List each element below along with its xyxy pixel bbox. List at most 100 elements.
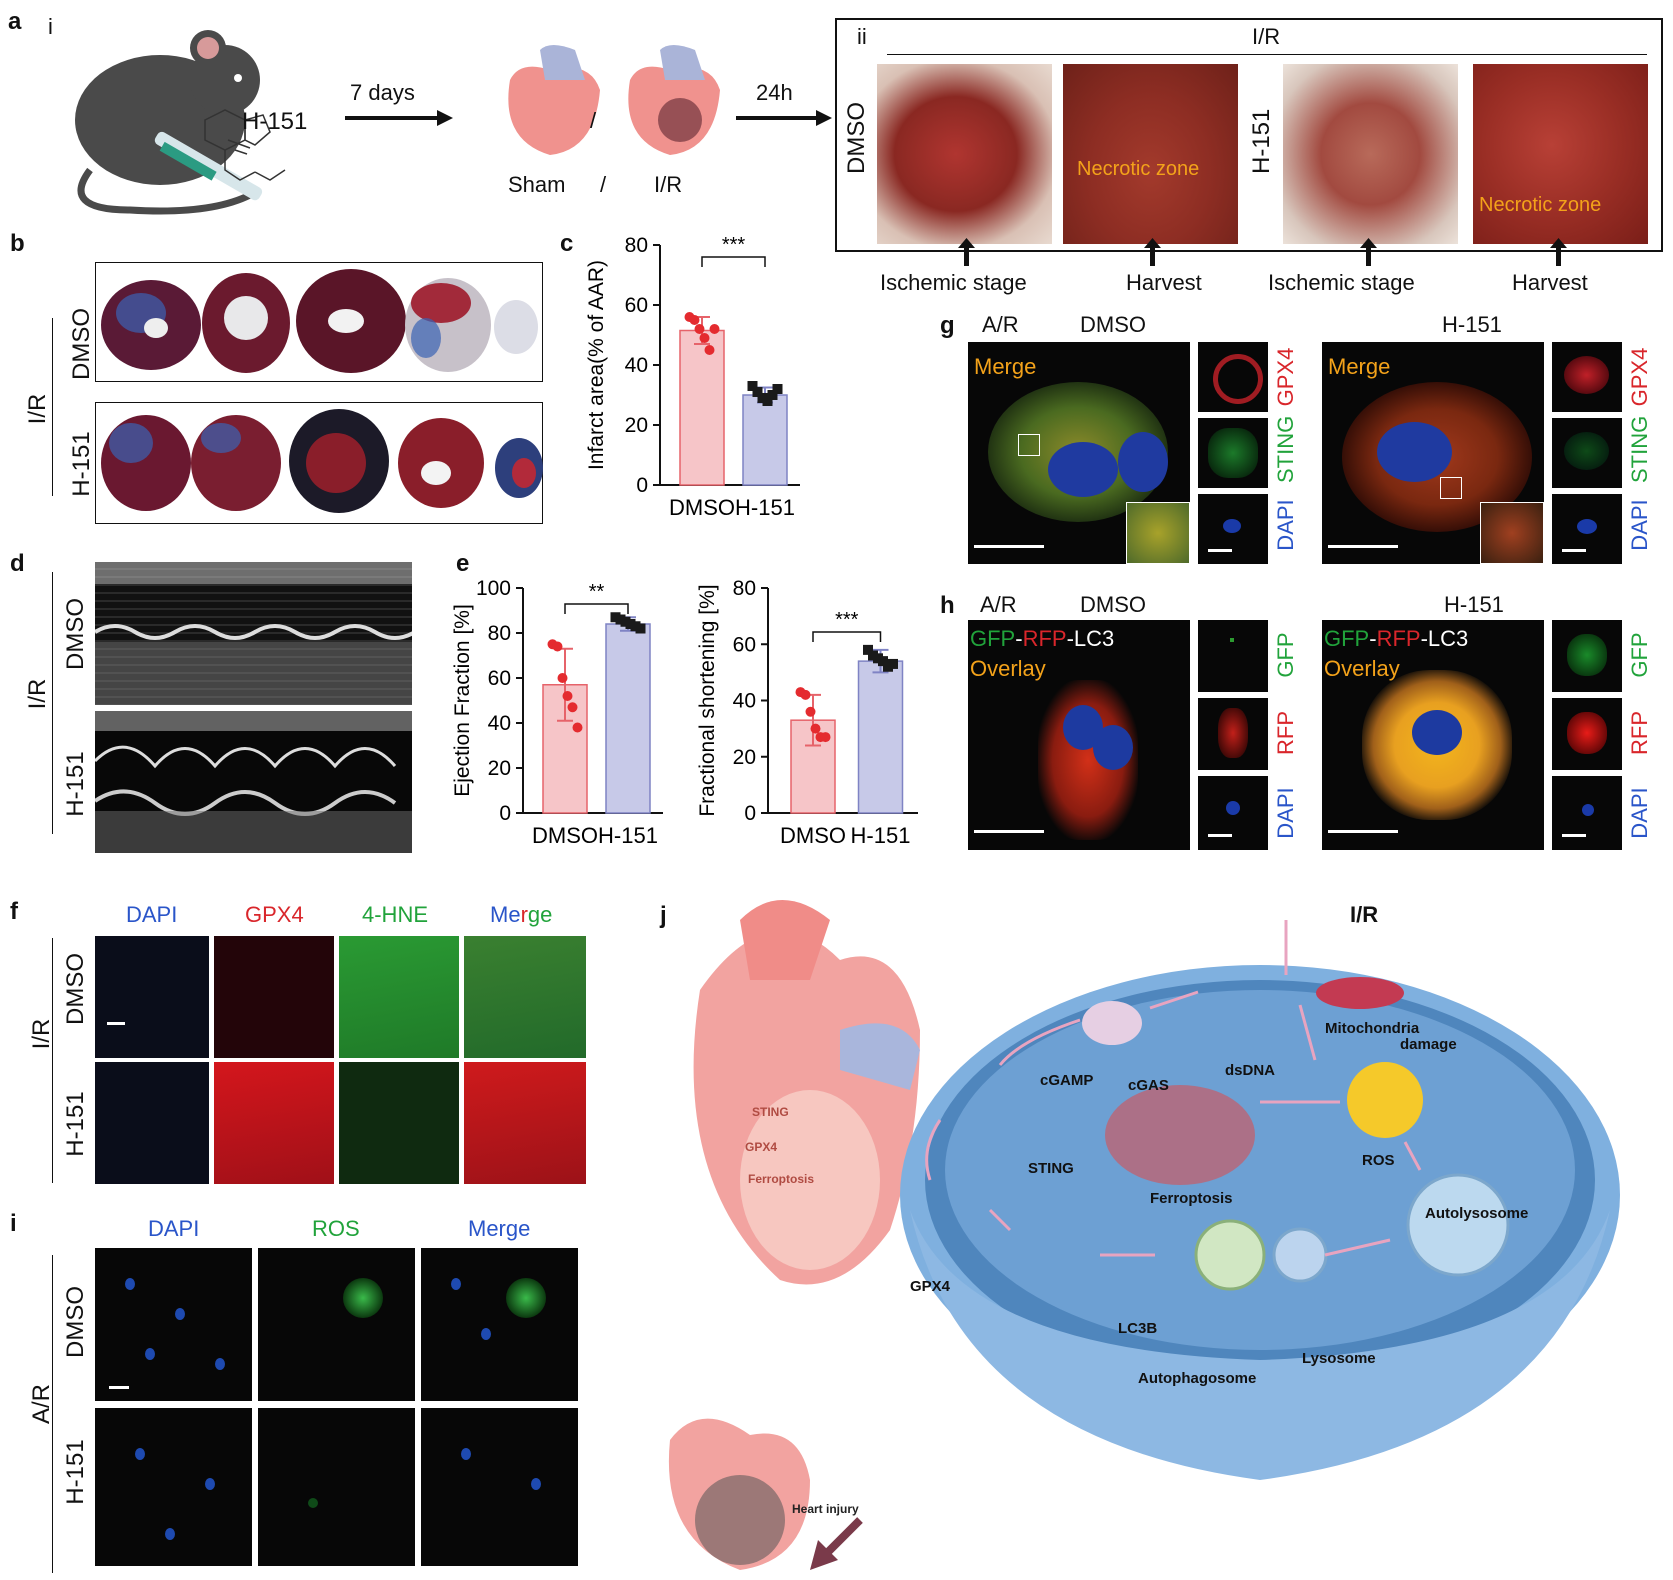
panel-d-ir-line bbox=[52, 572, 53, 834]
h-h151-overlay-label: Overlay bbox=[1324, 656, 1400, 681]
data-point bbox=[805, 706, 816, 717]
mouse-illustration bbox=[75, 30, 263, 215]
i-h151-label: H-151 bbox=[62, 1439, 89, 1505]
j-mito-label: Mitochondria bbox=[1325, 1020, 1420, 1037]
significance-label: ** bbox=[589, 581, 605, 603]
f-merge-part-3: ge bbox=[527, 902, 553, 927]
f-col-gpx4: GPX4 bbox=[245, 902, 304, 927]
stage-label-1: Ischemic stage bbox=[880, 270, 1027, 295]
hearts-illustration bbox=[508, 45, 720, 155]
h-h151-rfp-img bbox=[1552, 698, 1622, 770]
x-tick-label: H-151 bbox=[598, 823, 658, 848]
f-merge-part-2: r bbox=[520, 902, 528, 927]
y-tick-label: 0 bbox=[744, 802, 756, 825]
data-point bbox=[694, 324, 705, 334]
f-col-4hne: 4-HNE bbox=[362, 902, 429, 927]
j-damage-label: damage bbox=[1400, 1036, 1457, 1053]
data-point bbox=[752, 387, 763, 397]
dmso-heart-slices bbox=[101, 269, 538, 373]
i-col-ros: ROS bbox=[312, 1216, 360, 1241]
g-h151-dapi-label: DAPI bbox=[1627, 499, 1652, 551]
g-h151-merge: Merge bbox=[1322, 342, 1544, 564]
h-dmso-channel-labels: GFP RFP DAPI bbox=[1273, 620, 1298, 850]
ir-label: I/R bbox=[654, 172, 683, 197]
box-ir-label: I/R bbox=[1252, 24, 1281, 49]
panel-a-sub-ii: ii bbox=[857, 24, 867, 49]
y-tick-label: 20 bbox=[733, 746, 756, 769]
i-dmso-label: DMSO bbox=[62, 1286, 89, 1358]
data-point bbox=[572, 722, 583, 733]
panel-g-h151: H-151 bbox=[1442, 312, 1502, 337]
j-heart-gpx4: GPX4 bbox=[745, 1140, 778, 1154]
panel-d-h151-label: H-151 bbox=[62, 751, 89, 817]
g-dmso-zoom bbox=[1126, 502, 1190, 564]
y-axis-label: Ejection Fraction [%] bbox=[451, 604, 474, 797]
data-point bbox=[557, 673, 568, 683]
y-tick-label: 40 bbox=[733, 690, 756, 713]
g-h151-zoom-box bbox=[1440, 477, 1462, 499]
data-point bbox=[709, 324, 720, 334]
h-dmso-gfp: GFP bbox=[970, 626, 1016, 651]
h151-structure bbox=[204, 109, 286, 181]
panel-b-ir-line bbox=[52, 318, 53, 496]
h-dmso-dapi-label: DAPI bbox=[1273, 787, 1298, 839]
data-point bbox=[562, 691, 573, 701]
panel-d-dmso-label: DMSO bbox=[62, 598, 89, 670]
j-dsdna-label: dsDNA bbox=[1225, 1062, 1276, 1079]
arrow-7days bbox=[345, 110, 453, 126]
panel-b-h151-label: H-151 bbox=[68, 431, 95, 497]
g-dmso-scale-bar bbox=[974, 545, 1044, 548]
j-autolysosome-label: Autolysosome bbox=[1425, 1205, 1529, 1222]
dmso-harvest-photo: Necrotic zone bbox=[1063, 64, 1238, 244]
panel-letter-j: j bbox=[660, 902, 667, 929]
h-dmso-dash: - bbox=[1015, 626, 1023, 651]
y-tick-label: 20 bbox=[625, 414, 648, 437]
box-dmso-label: DMSO bbox=[843, 102, 870, 174]
data-point bbox=[567, 702, 578, 713]
y-axis-label: Infarct area(% of AAR) bbox=[585, 260, 608, 470]
echo-dmso-image bbox=[95, 562, 412, 705]
y-axis-label: Fractional shortening [%] bbox=[696, 584, 719, 816]
h-h151-rfp: RFP bbox=[1376, 626, 1421, 651]
g-dmso-gpx4-label: GPX4 bbox=[1273, 347, 1298, 407]
x-tick-label: DMSO bbox=[532, 823, 598, 848]
data-point bbox=[878, 656, 888, 667]
h-h151-dash: - bbox=[1369, 626, 1377, 651]
j-ros-label: ROS bbox=[1362, 1152, 1395, 1169]
sham-label: Sham bbox=[508, 172, 566, 197]
mechanism-diagram bbox=[668, 900, 1620, 1570]
panel-letter-h: h bbox=[940, 592, 955, 619]
panel-h-dmso: DMSO bbox=[1080, 592, 1146, 617]
significance-bracket bbox=[701, 256, 766, 267]
h-dmso-overlay: GFP-RFP-LC3 Overlay bbox=[968, 620, 1190, 850]
h-dmso-nucleus-2 bbox=[1093, 725, 1133, 770]
necrotic-zone-h151: Necrotic zone bbox=[1479, 194, 1602, 216]
arrow-24h bbox=[736, 110, 832, 126]
g-dmso-channel-labels: GPX4 STING DAPI bbox=[1273, 342, 1298, 564]
g-dmso-zoom-box bbox=[1018, 434, 1040, 456]
g-h151-sting bbox=[1552, 418, 1622, 488]
x-tick-label: H-151 bbox=[851, 823, 911, 848]
j-ferroptosis-label: Ferroptosis bbox=[1150, 1190, 1233, 1207]
panel-h-ar: A/R bbox=[980, 592, 1017, 617]
panel-b-dmso-box bbox=[95, 262, 543, 382]
panel-letter-d: d bbox=[10, 550, 25, 577]
panel-h-h151: H-151 bbox=[1444, 592, 1504, 617]
data-point bbox=[863, 644, 873, 655]
h-dmso-gfp-label: GFP bbox=[1273, 632, 1298, 678]
data-point bbox=[767, 390, 778, 400]
g-dmso-dapi bbox=[1198, 494, 1268, 564]
chart-fractional-shortening: 0 20 40 60 80 Fractional shortening [%] DMSO H-… bbox=[696, 577, 918, 848]
data-point bbox=[762, 396, 773, 406]
data-point bbox=[820, 732, 831, 743]
g-h151-zoom bbox=[1480, 502, 1544, 564]
panel-letter-e: e bbox=[456, 550, 470, 577]
seven-days-label: 7 days bbox=[350, 80, 415, 105]
h-h151-overlay: GFP-RFP-LC3 Overlay bbox=[1322, 620, 1544, 850]
h151-heart-slices bbox=[101, 409, 543, 513]
panel-letter-f: f bbox=[10, 898, 18, 925]
h-dmso-lc3: -LC3 bbox=[1066, 626, 1115, 651]
i-h151-merge bbox=[421, 1408, 578, 1566]
panel-letter-b: b bbox=[10, 230, 25, 257]
